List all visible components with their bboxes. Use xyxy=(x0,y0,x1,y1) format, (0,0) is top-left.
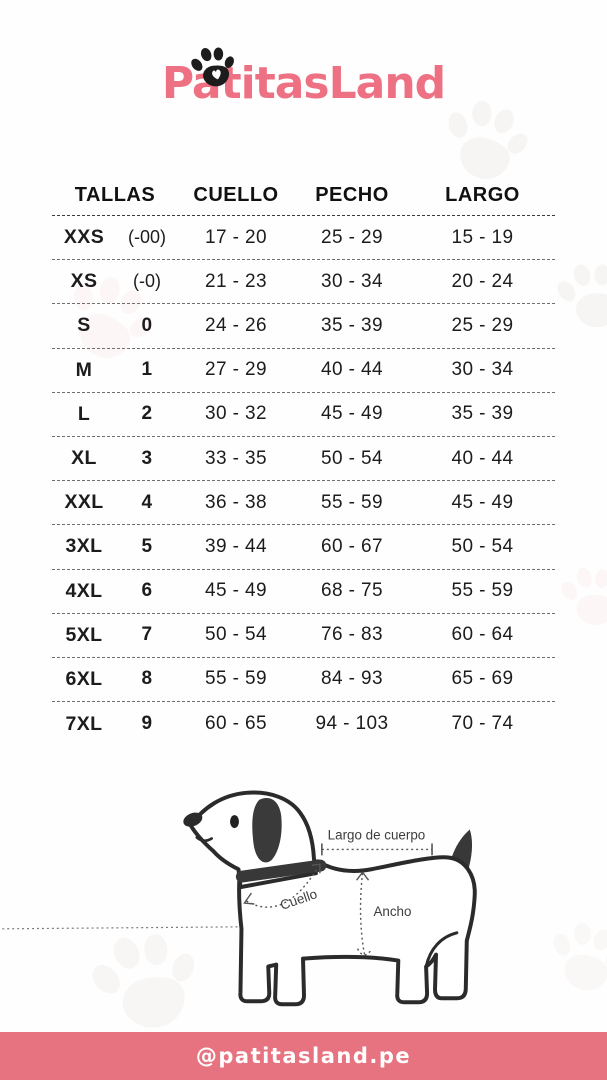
dog-ear xyxy=(252,798,282,863)
table-row: 3XL 5 39 - 44 60 - 67 50 - 54 xyxy=(52,525,555,570)
cuello-value: 45 - 49 xyxy=(205,580,267,602)
size-code: 9 xyxy=(141,713,153,735)
cuello-value: 39 - 44 xyxy=(205,535,267,557)
pecho-value: 50 - 54 xyxy=(321,447,383,469)
size-label: XXS xyxy=(63,226,105,249)
size-code: 0 xyxy=(141,314,153,336)
pecho-value: 40 - 44 xyxy=(321,359,383,381)
size-chart-table: TALLAS CUELLO PECHO LARGO XXS (-00) 17 -… xyxy=(52,176,555,746)
size-code: 2 xyxy=(141,403,153,425)
size-code: 4 xyxy=(141,491,153,513)
table-body: XXS (-00) 17 - 20 25 - 29 15 - 19 XS (-0… xyxy=(52,216,555,746)
size-code: 6 xyxy=(141,580,153,602)
pecho-value: 94 - 103 xyxy=(315,713,389,735)
paw-watermark-icon xyxy=(551,555,607,634)
size-code: (-00) xyxy=(127,227,166,248)
footer-bar: @patitasland.pe xyxy=(0,1032,607,1080)
largo-value: 20 - 24 xyxy=(451,270,514,292)
size-code: (-0) xyxy=(133,271,161,292)
cuello-value: 27 - 29 xyxy=(205,359,267,381)
largo-value: 45 - 49 xyxy=(451,491,514,513)
pecho-value: 84 - 93 xyxy=(321,668,383,690)
size-label: XS xyxy=(70,270,98,293)
largo-value: 60 - 64 xyxy=(451,624,514,646)
brand-logo: PatitasLand xyxy=(0,47,607,106)
dog-smile xyxy=(195,836,213,843)
table-row: 5XL 7 50 - 54 76 - 83 60 - 64 xyxy=(52,614,555,658)
body-length-label: Largo de cuerpo xyxy=(328,827,426,842)
paw-icon xyxy=(191,47,234,87)
pecho-value: 45 - 49 xyxy=(321,403,383,425)
largo-value: 15 - 19 xyxy=(451,226,514,248)
size-label: 7XL xyxy=(65,712,103,735)
table-row: L 2 30 - 32 45 - 49 35 - 39 xyxy=(52,393,555,437)
header-cuello: CUELLO xyxy=(193,184,279,206)
size-code: 1 xyxy=(141,359,153,381)
dog-collar xyxy=(235,859,327,883)
dog-eye xyxy=(230,815,239,829)
header-pecho: PECHO xyxy=(315,184,389,206)
size-label: M xyxy=(75,358,93,381)
social-handle: @patitasland.pe xyxy=(195,1044,412,1068)
cuello-value: 21 - 23 xyxy=(205,270,267,292)
table-row: XL 3 33 - 35 50 - 54 40 - 44 xyxy=(52,437,555,482)
pecho-value: 25 - 29 xyxy=(321,226,383,248)
cuello-value: 24 - 26 xyxy=(205,314,267,336)
cuello-value: 36 - 38 xyxy=(205,491,267,513)
largo-value: 30 - 34 xyxy=(451,359,514,381)
cuello-value: 55 - 59 xyxy=(205,668,267,690)
pecho-value: 60 - 67 xyxy=(321,535,383,557)
largo-value: 65 - 69 xyxy=(451,668,514,690)
pecho-value: 76 - 83 xyxy=(321,624,383,646)
largo-value: 70 - 74 xyxy=(451,713,514,735)
dog-body xyxy=(237,855,477,1007)
pecho-value: 30 - 34 xyxy=(321,270,383,292)
size-label: 6XL xyxy=(65,667,103,690)
size-label: 5XL xyxy=(65,623,103,646)
measure-line-left xyxy=(2,926,241,930)
largo-value: 50 - 54 xyxy=(451,535,514,557)
cuello-value: 50 - 54 xyxy=(205,624,267,646)
pecho-value: 55 - 59 xyxy=(321,491,383,513)
size-code: 5 xyxy=(141,535,153,557)
girth-label: Ancho xyxy=(373,904,411,919)
header-largo: LARGO xyxy=(445,184,520,206)
table-row: 6XL 8 55 - 59 84 - 93 65 - 69 xyxy=(52,658,555,703)
dog-measurement-diagram: Largo de cuerpo Cuello Ancho xyxy=(0,770,607,1038)
table-row: XS (-0) 21 - 23 30 - 34 20 - 24 xyxy=(52,260,555,305)
dog-nose xyxy=(183,812,203,827)
table-row: XXL 4 36 - 38 55 - 59 45 - 49 xyxy=(52,481,555,526)
dog-haunch-line xyxy=(424,931,459,969)
cuello-value: 33 - 35 xyxy=(205,447,267,469)
pecho-value: 35 - 39 xyxy=(321,314,383,336)
header-tallas: TALLAS xyxy=(74,184,156,206)
cuello-value: 60 - 65 xyxy=(205,713,267,735)
cuello-value: 17 - 20 xyxy=(205,226,267,248)
size-label: L xyxy=(77,402,91,425)
largo-value: 40 - 44 xyxy=(451,447,514,469)
size-label: 3XL xyxy=(65,535,103,558)
girth-measure-line xyxy=(359,873,366,955)
size-label: XL xyxy=(71,447,97,470)
size-label: 4XL xyxy=(65,579,103,602)
size-code: 8 xyxy=(141,668,153,690)
table-row: 7XL 9 60 - 65 94 - 103 70 - 74 xyxy=(52,702,555,746)
largo-value: 35 - 39 xyxy=(451,403,514,425)
largo-value: 25 - 29 xyxy=(451,314,514,336)
cuello-value: 30 - 32 xyxy=(205,403,267,425)
table-row: S 0 24 - 26 35 - 39 25 - 29 xyxy=(52,304,555,349)
table-row: M 1 27 - 29 40 - 44 30 - 34 xyxy=(52,349,555,393)
table-header-row: TALLAS CUELLO PECHO LARGO xyxy=(52,176,555,216)
size-code: 3 xyxy=(141,447,153,469)
size-label: S xyxy=(77,314,91,337)
pecho-value: 68 - 75 xyxy=(321,580,383,602)
table-row: XXS (-00) 17 - 20 25 - 29 15 - 19 xyxy=(52,216,555,261)
table-row: 4XL 6 45 - 49 68 - 75 55 - 59 xyxy=(52,570,555,614)
size-code: 7 xyxy=(141,624,153,646)
size-label: XXL xyxy=(64,491,104,514)
largo-value: 55 - 59 xyxy=(451,580,514,602)
